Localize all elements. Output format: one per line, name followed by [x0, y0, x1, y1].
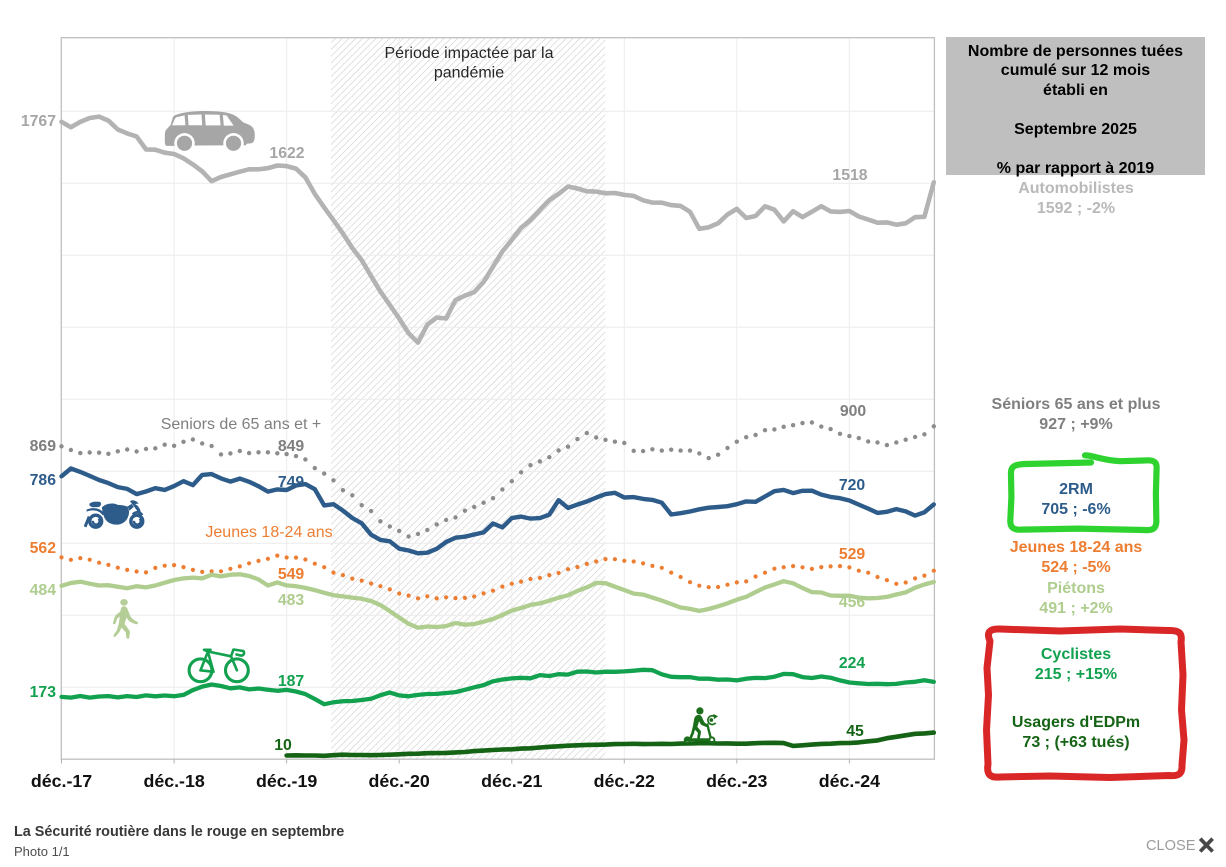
svg-text:173: 173 — [30, 684, 57, 701]
svg-text:1622: 1622 — [269, 145, 304, 162]
svg-text:900: 900 — [840, 403, 867, 420]
svg-text:10: 10 — [274, 737, 292, 754]
svg-text:déc.-17: déc.-17 — [31, 771, 92, 791]
svg-text:484: 484 — [30, 582, 57, 599]
svg-text:déc.-24: déc.-24 — [819, 771, 880, 791]
svg-text:pandémie: pandémie — [434, 65, 504, 82]
svg-text:749: 749 — [278, 474, 305, 491]
svg-text:1767: 1767 — [21, 113, 56, 130]
svg-text:déc.-18: déc.-18 — [143, 771, 204, 791]
svg-text:456: 456 — [839, 594, 866, 611]
svg-text:déc.-23: déc.-23 — [706, 771, 767, 791]
svg-text:déc.-20: déc.-20 — [369, 771, 430, 791]
svg-text:529: 529 — [839, 546, 866, 563]
svg-text:562: 562 — [30, 540, 57, 557]
svg-text:483: 483 — [278, 592, 305, 609]
svg-text:Période impactée par la: Période impactée par la — [385, 45, 554, 62]
svg-text:849: 849 — [278, 438, 305, 455]
svg-text:déc.-19: déc.-19 — [256, 771, 317, 791]
svg-text:Jeunes 18-24 ans: Jeunes 18-24 ans — [205, 524, 332, 541]
svg-text:549: 549 — [278, 566, 305, 583]
svg-text:786: 786 — [30, 472, 57, 489]
svg-text:1518: 1518 — [832, 167, 867, 184]
svg-text:720: 720 — [839, 477, 866, 494]
svg-text:déc.-21: déc.-21 — [481, 771, 542, 791]
svg-text:déc.-22: déc.-22 — [594, 771, 655, 791]
svg-text:187: 187 — [278, 673, 305, 690]
svg-text:869: 869 — [30, 438, 57, 455]
svg-text:224: 224 — [839, 655, 866, 672]
svg-text:Seniors de 65 ans et +: Seniors de 65 ans et + — [161, 416, 322, 433]
svg-text:45: 45 — [846, 723, 864, 740]
